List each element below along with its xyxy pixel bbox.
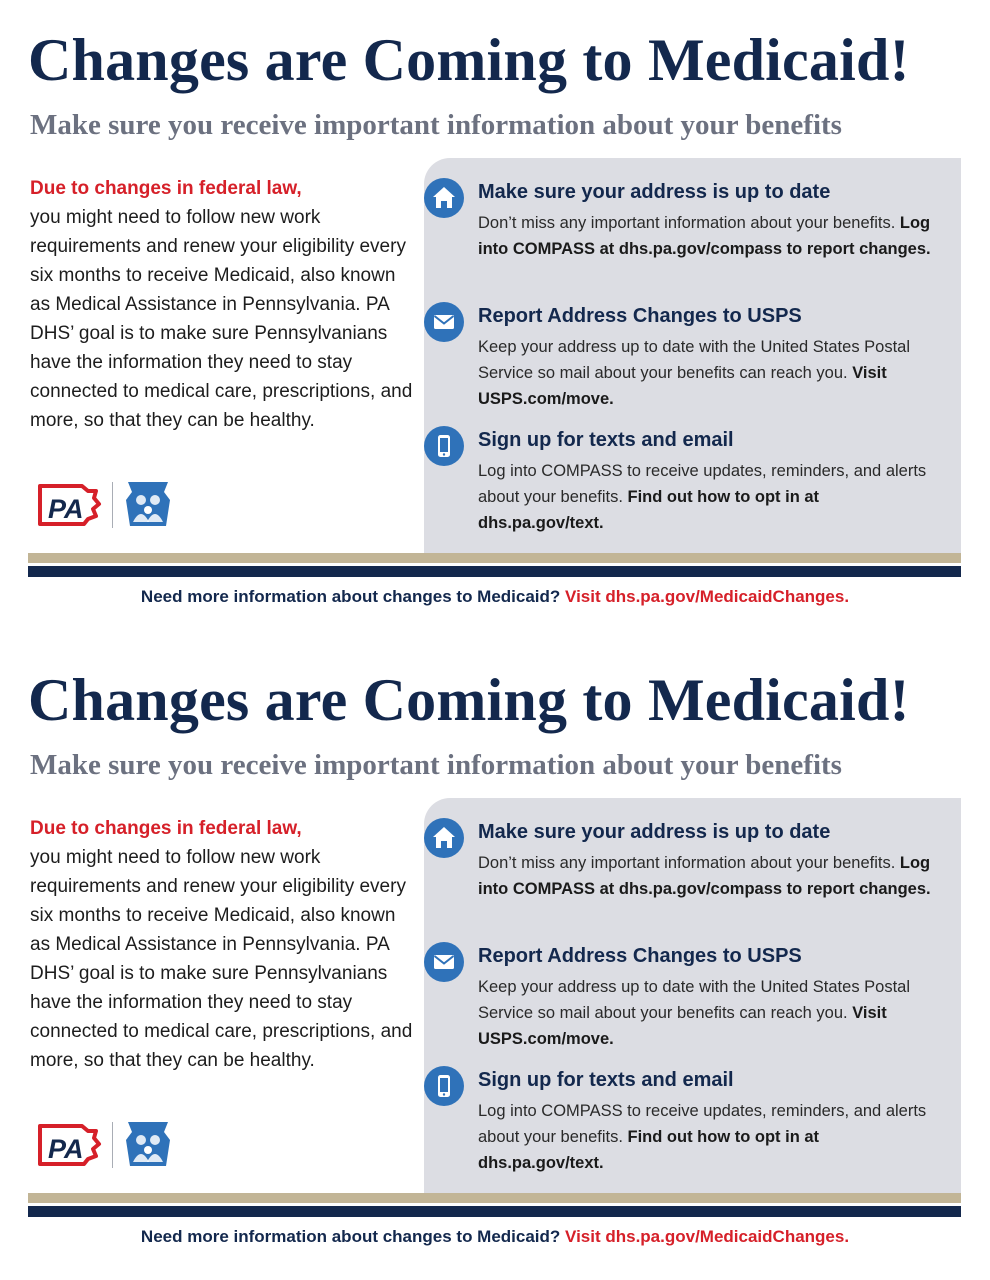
intro-body: you might need to follow new work requir… [30, 207, 413, 431]
item-heading: Report Address Changes to USPS [478, 945, 802, 967]
item-heading: Sign up for texts and email [478, 1069, 734, 1091]
flyer-title: Changes are Coming to Medicaid! [28, 667, 910, 733]
envelope-icon [424, 942, 464, 982]
footer-link[interactable]: Visit dhs.pa.gov/MedicaidChanges. [565, 587, 850, 606]
pa-keystone-logo: PA [38, 484, 101, 526]
footer-question: Need more information about changes to M… [140, 1227, 566, 1246]
intro-column: Due to changes in federal law, you might… [30, 814, 415, 1075]
pa-keystone-logo: PA [38, 1124, 101, 1166]
logo-divider [112, 1122, 113, 1168]
envelope-icon [424, 302, 464, 342]
item-description: Log into COMPASS to receive updates, rem… [478, 462, 927, 532]
item-description: Log into COMPASS to receive updates, rem… [478, 1102, 927, 1172]
dhs-keystone-logo [126, 1122, 170, 1166]
item-heading: Report Address Changes to USPS [478, 305, 802, 327]
navy-divider-bar [28, 566, 961, 577]
footer-question: Need more information about changes to M… [140, 587, 566, 606]
item-description: Keep your address up to date with the Un… [478, 978, 911, 1048]
pa-logo-text: PA [48, 1134, 84, 1164]
tan-divider-bar [28, 553, 961, 563]
footer: Need more information about changes to M… [0, 1225, 990, 1249]
flyer-bottom: Changes are Coming to Medicaid! Make sur… [0, 640, 990, 1280]
dhs-keystone-logo [126, 482, 170, 526]
flyer-title: Changes are Coming to Medicaid! [28, 27, 910, 93]
intro-lead: Due to changes in federal law, [30, 818, 302, 839]
home-icon [424, 818, 464, 858]
logos: PA [36, 480, 186, 530]
item-description: Don’t miss any important information abo… [478, 214, 931, 258]
info-panel: Make sure your address is up to date Don… [424, 798, 961, 1194]
intro-lead: Due to changes in federal law, [30, 178, 302, 199]
home-icon [424, 178, 464, 218]
flyer-subtitle: Make sure you receive important informat… [30, 109, 842, 141]
mobile-phone-icon [424, 1066, 464, 1106]
footer-link[interactable]: Visit dhs.pa.gov/MedicaidChanges. [565, 1227, 850, 1246]
pa-logo-text: PA [48, 494, 84, 524]
intro-body: you might need to follow new work requir… [30, 847, 413, 1071]
logos: PA [36, 1120, 186, 1170]
item-heading: Make sure your address is up to date [478, 181, 831, 203]
flyer-top: Changes are Coming to Medicaid! Make sur… [0, 27, 990, 609]
intro-column: Due to changes in federal law, you might… [30, 174, 415, 435]
footer: Need more information about changes to M… [0, 585, 990, 609]
item-heading: Sign up for texts and email [478, 429, 734, 451]
flyer-subtitle: Make sure you receive important informat… [30, 749, 842, 781]
info-panel: Make sure your address is up to date Don… [424, 158, 961, 554]
tan-divider-bar [28, 1193, 961, 1203]
item-heading: Make sure your address is up to date [478, 821, 831, 843]
mobile-phone-icon [424, 426, 464, 466]
item-description: Don’t miss any important information abo… [478, 854, 931, 898]
logo-divider [112, 482, 113, 528]
navy-divider-bar [28, 1206, 961, 1217]
item-description: Keep your address up to date with the Un… [478, 338, 911, 408]
